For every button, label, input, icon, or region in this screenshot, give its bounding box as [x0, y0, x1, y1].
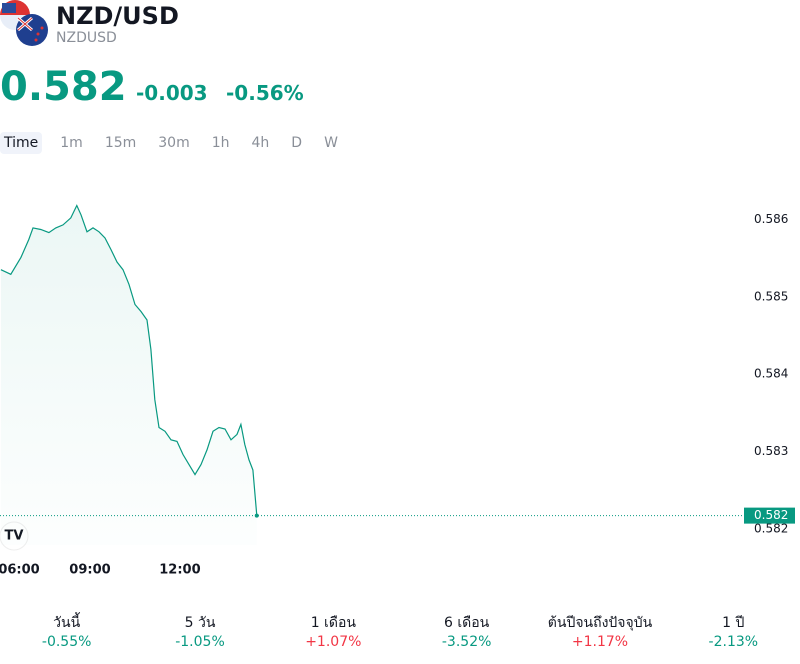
y-tick-label: 0.584 — [754, 367, 788, 381]
x-tick-label: 12:00 — [159, 563, 200, 578]
area — [0, 205, 257, 545]
performance-value: -3.52% — [441, 634, 492, 650]
timeframe-tab[interactable]: 1m — [60, 135, 83, 151]
performance-label: ต้นปีจนถึงปัจจุบัน — [547, 615, 653, 631]
performance-item: ต้นปีจนถึงปัจจุบัน +1.17% — [533, 612, 666, 650]
performance-value: -2.13% — [708, 634, 759, 650]
x-tick-label: 09:00 — [69, 563, 110, 578]
performance-label: 5 วัน — [184, 615, 216, 631]
ticker: NZDUSD — [56, 30, 117, 46]
performance-value: -0.55% — [41, 634, 92, 650]
title: NZD/USD — [56, 2, 179, 30]
performance-row: วันนี้ -0.55% 5 วัน -1.05% 1 เดือน +1.07% 6 เด… — [0, 612, 800, 650]
performance-label: 6 เดือน — [444, 615, 490, 631]
price: 0.582 — [0, 64, 127, 110]
timeframe-tab[interactable]: Time — [0, 132, 43, 154]
performance-item: 5 วัน -1.05% — [133, 612, 266, 650]
performance-item: วันนี้ -0.55% — [0, 612, 133, 650]
timeframe-tab[interactable]: D — [291, 135, 303, 151]
change-percent: -0.56% — [226, 81, 304, 105]
last-price-tag — [744, 507, 795, 524]
performance-label: 1 เดือน — [310, 615, 356, 631]
performance-item: 6 เดือน -3.52% — [400, 612, 533, 650]
timeframe-tabs: Time 1m 15m 30m 1h 4h D W — [0, 132, 352, 154]
chart: TV 0.5820.5830.5840.5850.58606:0009:0012… — [0, 204, 795, 578]
last-point — [254, 513, 259, 518]
timeframe-tab[interactable]: 4h — [251, 135, 270, 151]
performance-item: 1 เดือน +1.07% — [267, 612, 400, 650]
y-tick-label: 0.586 — [754, 212, 788, 226]
timeframe-tab[interactable]: W — [324, 135, 338, 151]
performance-value: +1.07% — [305, 634, 362, 650]
performance-value: -1.05% — [175, 634, 225, 650]
timeframe-tab[interactable]: 1h — [211, 135, 230, 151]
y-tick-label: 0.583 — [754, 444, 788, 458]
currency-icons — [0, 0, 48, 46]
timeframe-tab[interactable]: 15m — [104, 135, 137, 151]
timeframe-tab[interactable]: 30m — [158, 135, 190, 151]
performance-value: +1.17% — [571, 634, 629, 650]
y-tick-label: 0.582 — [754, 521, 788, 535]
x-tick-label: 06:00 — [0, 563, 40, 578]
last-price-label: 0.582 — [754, 508, 788, 522]
y-tick-label: 0.585 — [754, 289, 788, 303]
performance-label: 1 ปี — [722, 615, 745, 631]
performance-label: วันนี้ — [53, 615, 81, 631]
performance-item: 1 ปี -2.13% — [667, 612, 800, 650]
price-line — [0, 204, 258, 516]
change: -0.003 — [136, 81, 208, 105]
